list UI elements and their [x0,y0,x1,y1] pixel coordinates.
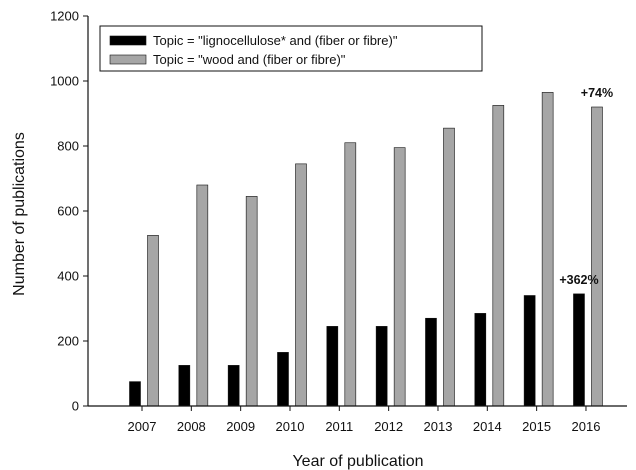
bar-wood-2010 [295,163,307,407]
x-tick-label: 2009 [226,419,255,434]
y-tick-label: 1200 [50,9,79,24]
bar-wood-2009 [245,196,258,407]
bar-wood-2013 [443,127,455,407]
x-tick-label: 2010 [276,419,305,434]
bar-lignocellulose-2015 [523,295,536,407]
legend: Topic = "lignocellulose* and (fiber or f… [99,25,483,72]
y-tick-label: 400 [57,269,79,284]
legend-swatch-wood [109,54,147,65]
y-tick-label: 1000 [50,74,79,89]
y-tick-label: 600 [57,204,79,219]
x-tick-label: 2012 [374,419,403,434]
bar-wood-2008 [196,184,209,407]
x-tick-label: 2008 [177,419,206,434]
bar-lignocellulose-2012 [375,326,388,407]
bar-wood-2011 [344,142,357,407]
y-tick-label: 200 [57,334,79,349]
legend-label-lignocellulose: Topic = "lignocellulose* and (fiber or f… [153,33,398,48]
bar-lignocellulose-2011 [326,326,339,407]
legend-box [99,25,483,72]
y-axis-label: Number of publications [11,132,28,296]
bar-lignocellulose-2008 [178,365,191,407]
x-axis-label: Year of publication [292,453,423,470]
bar-wood-2007 [147,235,159,407]
x-tick-label: 2011 [325,419,353,434]
y-ticks-group: 0 200 400 600 800 1000 1200 [50,9,88,414]
annotation-label: +362% [559,273,598,287]
bar-lignocellulose-2010 [277,352,289,407]
bar-lignocellulose-2014 [474,313,487,407]
bar-lignocellulose-2009 [227,365,240,407]
legend-label-wood: Topic = "wood and (fiber or fibre)" [153,52,346,67]
annotation-label: +74% [581,86,613,100]
legend-swatch-lignocellulose [109,35,147,46]
y-tick-label: 0 [72,399,79,414]
x-tick-label: 2016 [572,419,601,434]
bar-wood-2012 [393,147,406,407]
y-tick-label: 800 [57,139,79,154]
bar-lignocellulose-2013 [425,317,437,407]
x-tick-label: 2014 [473,419,502,434]
bar-wood-2016 [591,106,603,407]
bar-lignocellulose-2007 [129,381,141,407]
x-tick-label: 2007 [128,419,157,434]
bar-lignocellulose-2016 [573,293,585,407]
bar-wood-2014 [492,105,505,407]
x-tick-label: 2015 [522,419,551,434]
annotations-group: +362% +74% [559,86,613,287]
x-tick-label: 2013 [424,419,453,434]
x-ticks-group: 2007 2008 2009 2010 2011 2012 2013 2014 2015 2016 [128,406,601,434]
bars-group [129,92,603,407]
bar-wood-2015 [541,92,554,407]
